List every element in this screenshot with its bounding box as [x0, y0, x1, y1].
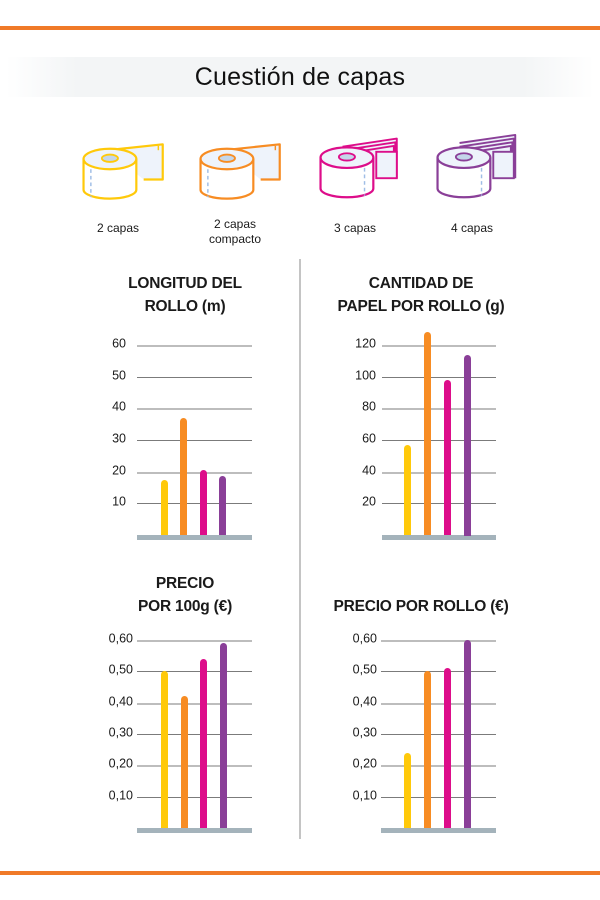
gridline	[381, 797, 496, 798]
bar-2-capas-compacto	[424, 332, 431, 535]
gridline	[381, 734, 496, 735]
y-tick-label: 0,30	[352, 725, 377, 740]
center-divider	[299, 259, 301, 839]
y-tick-label: 100	[355, 368, 376, 383]
chart-title: LONGITUD DEL ROLLO (m)	[95, 272, 275, 318]
y-tick-label: 0,40	[352, 694, 377, 709]
bar-4-capas	[220, 643, 227, 828]
legend-label: 3 capas	[333, 221, 377, 235]
y-tick-label: 50	[112, 368, 126, 383]
y-tick-label: 60	[362, 431, 376, 446]
toilet-roll-1-sheet-icon	[63, 125, 173, 215]
x-axis-baseline	[382, 535, 496, 540]
gridline	[382, 503, 496, 504]
legend-item: 2 capas compacto	[180, 125, 290, 247]
y-tick-label: 0,20	[108, 756, 133, 771]
legend-label: 2 capas	[96, 221, 140, 235]
y-tick-label: 0,20	[352, 756, 377, 771]
y-tick-label: 120	[355, 336, 376, 351]
legend-label: 4 capas	[450, 221, 494, 235]
y-tick-label: 0,40	[108, 694, 133, 709]
bar-2-capas-compacto	[424, 671, 431, 828]
chart-title-line2: PRECIO POR ROLLO (€)	[333, 598, 509, 615]
legend-label-line1: 2 capas	[213, 217, 257, 231]
chart-title: PRECIO POR 100g (€)	[95, 572, 275, 618]
gridline	[382, 408, 496, 410]
y-tick-label: 0,30	[108, 725, 133, 740]
y-tick-label: 20	[362, 494, 376, 509]
bar-2-capas	[404, 753, 411, 828]
gridline	[137, 640, 252, 642]
gridline	[137, 703, 252, 705]
chart-title-line1: CANTIDAD DE	[368, 275, 474, 292]
gridline	[137, 408, 252, 410]
x-axis-baseline	[137, 828, 252, 833]
gridline	[382, 440, 496, 441]
legend-item: 2 capas	[63, 125, 173, 236]
y-tick-label: 0,60	[352, 631, 377, 646]
legend-item: 4 capas	[417, 115, 527, 236]
chart-title-line2: PAPEL POR ROLLO (g)	[337, 298, 505, 315]
toilet-roll-1-sheet-icon	[180, 125, 290, 215]
y-tick-label: 0,50	[352, 662, 377, 677]
bar-2-capas	[404, 445, 411, 535]
bar-3-capas	[444, 380, 451, 535]
gridline	[382, 345, 496, 347]
y-tick-label: 0,50	[108, 662, 133, 677]
bar-2-capas	[161, 480, 168, 535]
y-tick-label: 40	[112, 399, 126, 414]
bar-3-capas	[200, 470, 207, 535]
legend-label: 2 capas compacto	[180, 217, 290, 247]
bar-2-capas-compacto	[180, 418, 187, 535]
y-tick-label: 10	[112, 494, 126, 509]
gridline	[137, 797, 252, 798]
gridline	[381, 703, 496, 705]
chart-title-line2: POR 100g (€)	[137, 598, 233, 615]
gridline	[137, 671, 252, 672]
bar-3-capas	[200, 659, 207, 828]
bar-2-capas	[161, 671, 168, 828]
legend-item: 3 capas	[300, 115, 410, 236]
y-tick-label: 0,10	[108, 788, 133, 803]
gridline	[381, 765, 496, 767]
bar-3-capas	[444, 668, 451, 828]
y-tick-label: 0,60	[108, 631, 133, 646]
bar-4-capas	[464, 640, 471, 828]
page-title: Cuestión de capas	[194, 62, 406, 91]
y-tick-label: 60	[112, 336, 126, 351]
x-axis-baseline	[381, 828, 496, 833]
y-tick-label: 20	[112, 463, 126, 478]
gridline	[137, 734, 252, 735]
top-accent-rule	[0, 26, 600, 30]
gridline	[382, 472, 496, 474]
chart-title-line2: ROLLO (m)	[144, 298, 226, 315]
gridline	[137, 440, 252, 441]
x-axis-baseline	[137, 535, 252, 540]
y-tick-label: 30	[112, 431, 126, 446]
toilet-roll-3-sheets-icon	[300, 115, 410, 215]
bar-2-capas-compacto	[181, 696, 188, 828]
y-tick-label: 80	[362, 399, 376, 414]
y-tick-label: 40	[362, 463, 376, 478]
bar-4-capas	[219, 476, 226, 535]
gridline	[381, 671, 496, 672]
chart-title: PRECIO POR ROLLO (€)	[316, 572, 526, 618]
y-tick-label: 0,10	[352, 788, 377, 803]
legend-label-line2: compacto	[208, 232, 262, 246]
toilet-roll-4-sheets-icon	[417, 115, 527, 215]
gridline	[382, 377, 496, 378]
gridline	[137, 503, 252, 504]
chart-title-line1	[316, 572, 526, 595]
chart-title: CANTIDAD DE PAPEL POR ROLLO (g)	[316, 272, 526, 318]
gridline	[137, 472, 252, 474]
gridline	[137, 765, 252, 767]
chart-title-line1: PRECIO	[155, 575, 215, 592]
title-band: Cuestión de capas	[6, 57, 594, 97]
chart-title-line1: LONGITUD DEL	[128, 275, 242, 292]
gridline	[137, 345, 252, 347]
gridline	[137, 377, 252, 378]
bar-4-capas	[464, 355, 471, 536]
gridline	[381, 640, 496, 642]
bottom-accent-rule	[0, 871, 600, 875]
